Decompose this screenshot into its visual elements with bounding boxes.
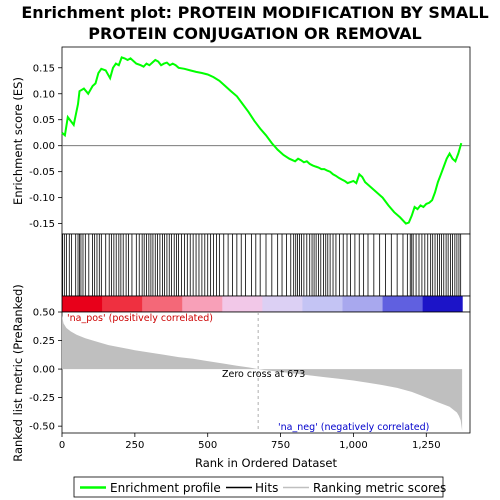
es-panel-frame — [61, 46, 471, 235]
metric-tick-label: -0.50 — [29, 422, 55, 433]
legend-label-ranking: Ranking metric scores — [313, 481, 446, 495]
x-tick-label: 1,250 — [412, 440, 441, 451]
neg-correlated-label: 'na_neg' (negatively correlated) — [278, 422, 429, 433]
chart-title-line2: PROTEIN CONJUGATION OR REMOVAL — [88, 24, 422, 43]
es-tick-label: 0.05 — [33, 115, 55, 126]
es-tick-label: 0.15 — [33, 63, 55, 74]
metric-tick-label: 0.00 — [33, 365, 55, 376]
hit-marks — [62, 234, 462, 296]
x-axis-label: Rank in Ordered Dataset — [195, 456, 338, 470]
es-tick-label: 0.00 — [33, 141, 55, 152]
heat-bar-segment — [382, 296, 424, 312]
heat-bar-segment — [182, 296, 223, 312]
ranking-metric-area — [62, 315, 463, 431]
metric-axis-ticks: -0.50 -0.25 0.00 0.25 0.50 — [29, 308, 62, 433]
es-tick-label: -0.15 — [29, 219, 55, 230]
es-tick-label: -0.05 — [29, 167, 55, 178]
metric-panel: -0.50 -0.25 0.00 0.25 0.50 'na_pos' (positiv… — [11, 284, 471, 462]
heat-bar-segment — [222, 296, 263, 312]
heat-bar-empty — [462, 296, 470, 312]
x-axis-ticks: 0 250 500 750 1,000 1,250 — [59, 433, 441, 451]
rank-heat-bar — [61, 295, 471, 313]
metric-axis-label: Ranked list metric (PreRanked) — [11, 284, 25, 462]
es-tick-label: 0.10 — [33, 89, 55, 100]
es-panel: -0.15 -0.10 -0.05 0.00 0.05 0.10 0.15 Enrichme… — [11, 46, 471, 235]
x-tick-label: 750 — [271, 440, 290, 451]
es-tick-label: -0.10 — [29, 193, 55, 204]
metric-tick-label: -0.25 — [29, 393, 55, 404]
x-tick-label: 500 — [198, 440, 217, 451]
heat-bar-segment — [342, 296, 384, 312]
legend: Enrichment profile Hits Ranking metric s… — [73, 476, 446, 498]
pos-correlated-label: 'na_pos' (positively correlated) — [67, 313, 213, 324]
heat-bar-segment — [422, 296, 464, 312]
zero-cross-annotation: Zero cross at 673 — [222, 369, 305, 380]
es-axis-ticks: -0.15 -0.10 -0.05 0.00 0.05 0.10 0.15 — [29, 63, 62, 230]
metric-tick-label: 0.25 — [33, 336, 55, 347]
es-axis-label: Enrichment score (ES) — [11, 77, 25, 205]
legend-label-enrichment: Enrichment profile — [110, 481, 221, 495]
metric-tick-label: 0.50 — [33, 308, 55, 319]
enrichment-profile-line — [61, 56, 463, 225]
legend-box — [73, 476, 444, 498]
x-tick-label: 1,000 — [339, 440, 368, 451]
legend-label-hits: Hits — [255, 481, 278, 495]
chart-title-line1: Enrichment plot: PROTEIN MODIFICATION BY… — [21, 3, 488, 22]
heat-bar-segment — [142, 296, 183, 312]
x-tick-label: 0 — [59, 440, 65, 451]
hits-panel — [61, 233, 471, 297]
heat-bar-segment — [302, 296, 343, 312]
heat-bar-segment — [102, 296, 143, 312]
x-tick-label: 250 — [125, 440, 144, 451]
heat-bar-segment — [62, 296, 103, 312]
heat-bar-segment — [262, 296, 303, 312]
